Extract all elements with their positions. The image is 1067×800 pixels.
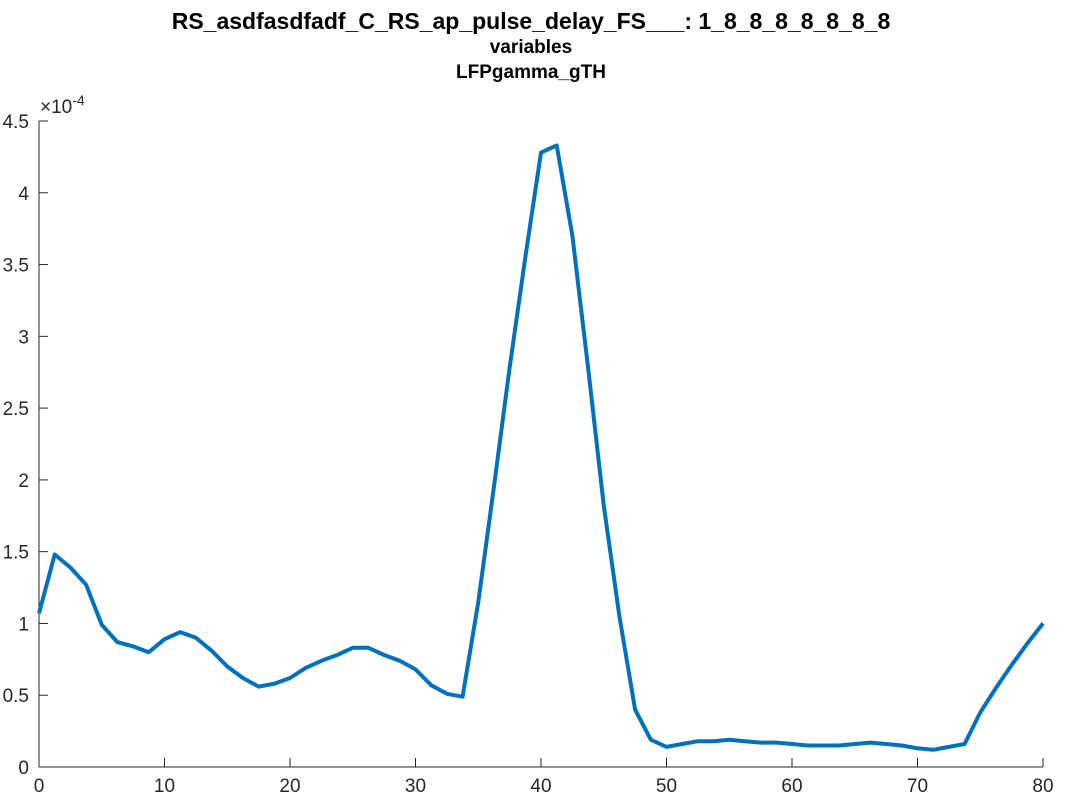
y-exponent-label: ×10-4 xyxy=(40,92,85,118)
y-tick-label: 2.5 xyxy=(3,399,29,420)
y-tick-label: 2 xyxy=(18,471,29,492)
x-tick-label: 50 xyxy=(656,776,677,797)
x-tick-label: 70 xyxy=(907,776,928,797)
plot-area xyxy=(37,143,1045,752)
y-tick-label: 3.5 xyxy=(3,256,29,277)
chart-subtitle-line-2: LFPgamma_gTH xyxy=(456,62,606,83)
x-tick-label: 30 xyxy=(405,776,426,797)
chart-subtitle-line-1: variables xyxy=(490,37,572,58)
x-tick-label: 40 xyxy=(530,776,551,797)
y-tick-label: 0 xyxy=(18,758,29,779)
x-tick-label: 60 xyxy=(781,776,802,797)
x-tick-label: 20 xyxy=(279,776,300,797)
chart-title: RS_asdfasdfadf_C_RS_ap_pulse_delay_FS___… xyxy=(172,8,891,34)
x-tick-label: 80 xyxy=(1032,776,1053,797)
x-tick-label: 0 xyxy=(34,776,45,797)
y-exponent-power: -4 xyxy=(72,92,85,108)
y-tick-label: 0.5 xyxy=(3,686,29,707)
y-tick-label: 4.5 xyxy=(3,112,29,133)
y-exponent-base: ×10 xyxy=(40,97,72,118)
y-tick-label: 3 xyxy=(18,327,29,348)
y-tick-label: 4 xyxy=(18,184,29,205)
y-tick-label: 1 xyxy=(18,614,29,635)
series-line xyxy=(37,143,1045,752)
axes: 0 10 20 30 40 50 60 70 80 0 0.5 1 1.5 2 2.5 3 3.5 4 4.5 xyxy=(3,112,1054,797)
x-tick-label: 10 xyxy=(154,776,175,797)
y-tick-label: 1.5 xyxy=(3,543,29,564)
